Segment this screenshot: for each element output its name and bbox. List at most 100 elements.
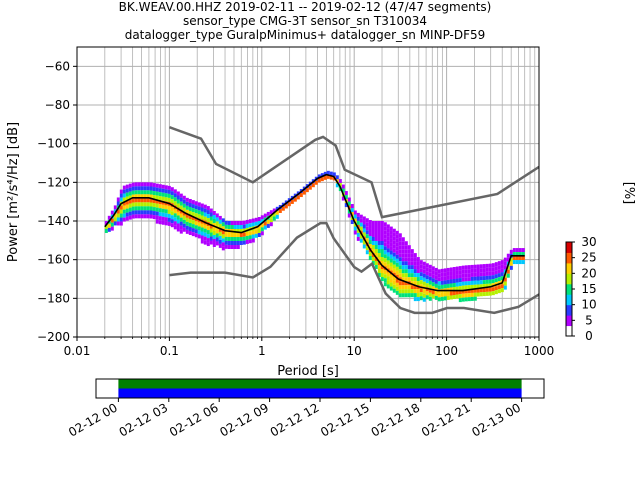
heatmap-cell — [389, 230, 393, 235]
heatmap-cell — [152, 195, 156, 200]
heatmap-cell — [452, 267, 456, 272]
heatmap-cell — [374, 261, 378, 265]
heatmap-cell — [392, 232, 396, 237]
heatmap-cell — [179, 221, 183, 226]
heatmap-cell — [401, 281, 405, 286]
heatmap-cell — [374, 265, 378, 269]
heatmap-cell — [341, 188, 345, 193]
heatmap-cell — [230, 245, 234, 249]
x-tick-label: 1000 — [524, 344, 555, 358]
heatmap-cell — [167, 197, 171, 202]
heatmap-cell — [218, 227, 222, 232]
heatmap-cell — [380, 265, 384, 269]
heatmap-cell — [131, 194, 135, 199]
heatmap-cell — [182, 199, 186, 204]
heatmap-cell — [434, 275, 438, 280]
heatmap-cell — [395, 246, 399, 251]
heatmap-cell — [239, 241, 243, 245]
heatmap-cell — [185, 205, 189, 210]
heatmap-cell — [464, 293, 468, 298]
heatmap-cell — [401, 269, 405, 274]
heatmap-cell — [455, 290, 459, 295]
heatmap-cell — [389, 262, 393, 267]
heatmap-cell — [425, 291, 429, 296]
heatmap-cell — [380, 277, 384, 281]
heatmap-cell — [389, 226, 393, 231]
heatmap-cell — [365, 218, 369, 223]
heatmap-cell — [173, 213, 177, 218]
heatmap-cell — [269, 214, 273, 219]
timeline-tick-label: 02-12 21 — [419, 400, 473, 439]
heatmap-cell — [383, 226, 387, 231]
heatmap-cell — [422, 277, 426, 282]
heatmap-cell — [326, 170, 330, 175]
heatmap-cell — [521, 252, 525, 257]
heatmap-cell — [515, 252, 519, 257]
heatmap-cell — [407, 257, 411, 262]
heatmap-cell — [173, 197, 177, 202]
heatmap-cell — [146, 186, 150, 191]
heatmap-cell — [386, 284, 390, 289]
heatmap-cell — [263, 213, 267, 218]
heatmap-cell — [395, 234, 399, 239]
heatmap-cell — [401, 265, 405, 270]
heatmap-cell — [401, 257, 405, 262]
heatmap-cell — [131, 190, 135, 195]
heatmap-cell — [404, 261, 408, 266]
heatmap-cell — [398, 281, 402, 286]
heatmap-cell — [188, 222, 192, 227]
heatmap-cell — [128, 195, 132, 200]
heatmap-cell — [512, 260, 516, 265]
heatmap-cell — [386, 244, 390, 249]
heatmap-cell — [506, 265, 510, 270]
heatmap-cell — [176, 191, 180, 196]
heatmap-cell — [461, 277, 465, 282]
heatmap-cell — [167, 213, 171, 218]
colorbar-label: [%] — [621, 182, 636, 205]
heatmap-cell — [173, 193, 177, 198]
heatmap-cell — [230, 225, 234, 229]
nhnm-curve — [168, 126, 539, 219]
heatmap-cell — [383, 230, 387, 235]
heatmap-cell — [257, 224, 261, 229]
heatmap-cell — [176, 199, 180, 204]
heatmap-cell — [269, 218, 273, 223]
heatmap-cell — [164, 221, 168, 226]
heatmap-cell — [377, 233, 381, 237]
heatmap-cell — [452, 275, 456, 280]
heatmap-cell — [428, 280, 432, 285]
heatmap-cell — [164, 185, 168, 190]
heatmap-cell — [422, 281, 426, 286]
heatmap-cell — [194, 233, 198, 238]
heatmap-cell — [155, 199, 159, 204]
heatmap-cell — [197, 226, 201, 231]
heatmap-cell — [188, 198, 192, 203]
heatmap-cell — [422, 293, 426, 298]
heatmap-cell — [158, 212, 162, 217]
heatmap-cell — [497, 269, 501, 274]
heatmap-cell — [179, 229, 183, 234]
heatmap-cell — [116, 213, 120, 218]
heatmap-cell — [224, 244, 228, 249]
heatmap-cell — [371, 237, 375, 241]
heatmap-cell — [290, 199, 294, 204]
heatmap-cell — [119, 217, 123, 222]
heatmap-cell — [197, 206, 201, 211]
heatmap-cell — [386, 240, 390, 245]
heatmap-cell — [404, 285, 408, 290]
heatmap-cell — [194, 201, 198, 206]
heatmap-cell — [344, 203, 348, 208]
heatmap-cell — [446, 267, 450, 272]
colorbar-tick-label: 20 — [581, 266, 596, 280]
heatmap-cell — [194, 217, 198, 222]
heatmap-cell — [176, 195, 180, 200]
heatmap-cell — [251, 230, 255, 235]
heatmap-cell — [386, 256, 390, 261]
heatmap-cell — [356, 212, 360, 217]
heatmap-cell — [170, 207, 174, 212]
heatmap-cell — [413, 265, 417, 270]
heatmap-cell — [476, 292, 480, 297]
heatmap-cell — [137, 210, 141, 215]
heatmap-cell — [113, 205, 117, 210]
